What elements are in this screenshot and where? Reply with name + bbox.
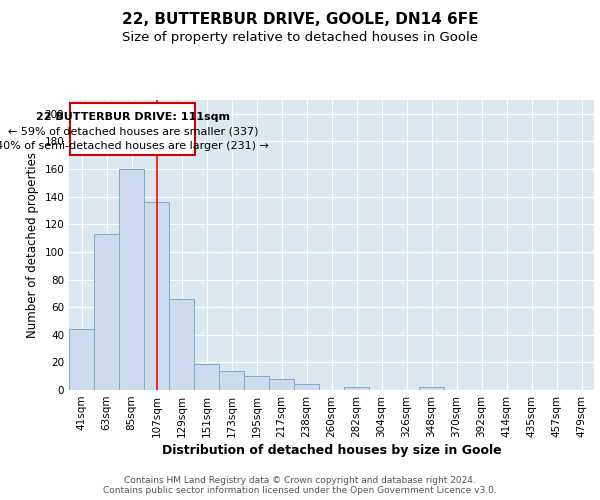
Bar (244, 376, 269, 390)
Bar (119, 169, 144, 390)
Bar (419, 387, 444, 390)
Bar (94, 234, 119, 390)
Bar (144, 202, 169, 390)
Bar (344, 387, 369, 390)
Text: ← 59% of detached houses are smaller (337): ← 59% of detached houses are smaller (33… (7, 126, 258, 136)
Bar (169, 299, 194, 390)
Bar (70, 103, 195, 155)
Bar (269, 379, 294, 390)
Bar (69, 329, 94, 390)
X-axis label: Distribution of detached houses by size in Goole: Distribution of detached houses by size … (161, 444, 502, 457)
Text: 40% of semi-detached houses are larger (231) →: 40% of semi-detached houses are larger (… (0, 141, 269, 151)
Text: 22, BUTTERBUR DRIVE, GOOLE, DN14 6FE: 22, BUTTERBUR DRIVE, GOOLE, DN14 6FE (122, 12, 478, 28)
Bar (219, 370, 244, 390)
Bar (194, 364, 219, 390)
Text: Contains HM Land Registry data © Crown copyright and database right 2024.
Contai: Contains HM Land Registry data © Crown c… (103, 476, 497, 495)
Text: 22 BUTTERBUR DRIVE: 111sqm: 22 BUTTERBUR DRIVE: 111sqm (36, 112, 230, 122)
Bar (294, 384, 319, 390)
Y-axis label: Number of detached properties: Number of detached properties (26, 152, 39, 338)
Text: Size of property relative to detached houses in Goole: Size of property relative to detached ho… (122, 31, 478, 44)
